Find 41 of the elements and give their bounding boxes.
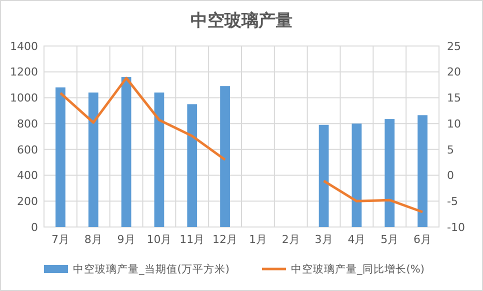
y-tick-label: 0: [31, 220, 38, 234]
x-tick-label: 12月: [212, 233, 238, 246]
y2-tick-label: 15: [447, 92, 461, 105]
y2-tick-label: -5: [447, 194, 458, 208]
bar: [384, 119, 395, 227]
bar: [187, 104, 198, 227]
y2-tick-label: 0: [447, 169, 454, 182]
x-tick-label: 10月: [146, 233, 172, 246]
y-tick-label: 800: [17, 117, 38, 130]
x-tick-label: 2月: [282, 233, 300, 246]
x-tick-label: 3月: [314, 233, 333, 246]
x-tick-label: 11月: [180, 233, 205, 246]
bar: [318, 124, 329, 227]
chart-title: 中空玻璃产量: [190, 11, 292, 31]
y2-tick-label: 5: [447, 143, 454, 156]
legend-label: 中空玻璃产量_当期值(万平方米): [73, 262, 230, 276]
y-tick-label: 400: [17, 169, 38, 182]
y2-tick-label: 20: [447, 66, 461, 79]
bar: [352, 124, 362, 227]
bar: [220, 86, 230, 227]
x-tick-label: 9月: [117, 233, 136, 246]
x-tick-label: 4月: [348, 233, 366, 246]
bar: [154, 92, 164, 227]
x-tick-label: 7月: [51, 233, 70, 246]
y-tick-label: 1000: [10, 92, 38, 105]
y2-tick-label: 10: [447, 117, 461, 130]
x-tick-label: 8月: [84, 233, 102, 246]
legend-label: 中空玻璃产量_同比增长(%): [291, 262, 424, 276]
bar: [418, 115, 428, 227]
y-tick-label: 1400: [10, 40, 38, 53]
x-tick-label: 5月: [380, 233, 399, 246]
bar: [56, 87, 66, 227]
x-tick-label: 6月: [414, 233, 432, 246]
y-tick-label: 1200: [10, 66, 38, 79]
bar: [121, 77, 132, 227]
bar: [88, 92, 98, 227]
y2-tick-label: -10: [447, 220, 465, 234]
y-tick-label: 200: [17, 194, 38, 208]
x-tick-label: 1月: [248, 233, 267, 246]
y2-tick-label: 25: [447, 40, 461, 53]
y-tick-label: 600: [17, 143, 38, 156]
